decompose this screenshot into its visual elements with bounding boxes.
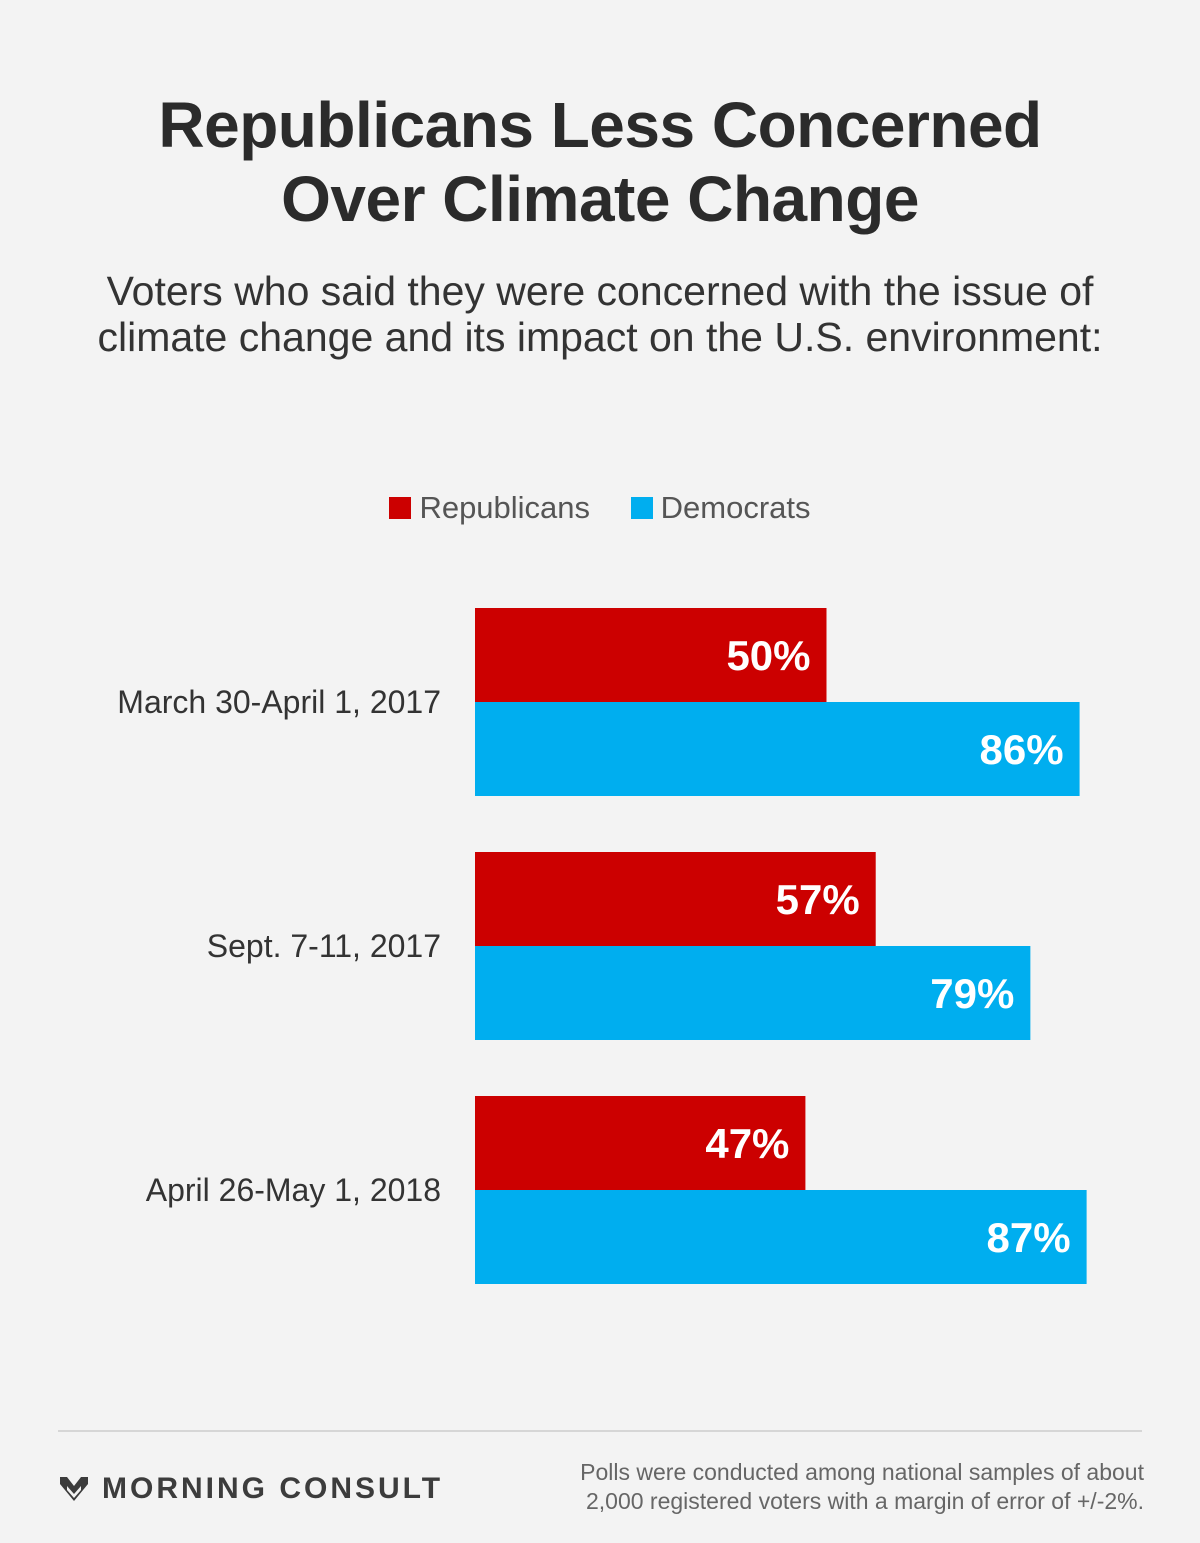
legend-label-republicans: Republicans	[419, 490, 591, 525]
bar-republicans	[475, 852, 876, 946]
logo-text: MORNING CONSULT	[102, 1472, 444, 1505]
legend-label-democrats: Democrats	[660, 490, 811, 525]
legend-swatch-democrats	[630, 497, 653, 519]
methodology-note-line-2: 2,000 registered voters with a margin of…	[585, 1488, 1144, 1514]
chart-title-line-1: Republicans Less Concerned	[158, 89, 1042, 161]
chart-title-line-2: Over Climate Change	[281, 163, 919, 235]
data-label-democrats: 86%	[980, 726, 1064, 773]
legend-item-democrats: Democrats	[630, 490, 811, 526]
data-label-democrats: 87%	[987, 1214, 1071, 1261]
chart-subtitle-line-1: Voters who said they were concerned with…	[106, 268, 1094, 314]
category-label: April 26-May 1, 2018	[146, 1172, 441, 1208]
morning-consult-chevron-icon	[60, 1477, 88, 1501]
legend-swatch-republicans	[389, 497, 412, 519]
bar-democrats	[475, 946, 1031, 1040]
legend-item-republicans: Republicans	[389, 490, 590, 526]
data-label-republicans: 47%	[705, 1120, 789, 1167]
data-label-democrats: 79%	[930, 970, 1014, 1017]
data-label-republicans: 50%	[726, 632, 810, 679]
chart-legend: Republicans Democrats	[0, 490, 1200, 527]
bar-democrats	[475, 1190, 1087, 1284]
chart-title: Republicans Less Concerned Over Climate …	[0, 88, 1200, 236]
chart-subtitle-line-2: climate change and its impact on the U.S…	[97, 314, 1103, 360]
data-label-republicans: 57%	[776, 876, 860, 923]
footer-divider	[58, 1430, 1142, 1432]
chart-subtitle: Voters who said they were concerned with…	[0, 268, 1200, 360]
bar-republicans	[475, 1096, 806, 1190]
bar-democrats	[475, 702, 1080, 796]
category-label: March 30-April 1, 2017	[117, 684, 441, 720]
methodology-note-line-1: Polls were conducted among national samp…	[580, 1459, 1144, 1485]
category-label: Sept. 7-11, 2017	[207, 928, 441, 964]
bar-republicans	[475, 608, 827, 702]
morning-consult-logo: MORNING CONSULT	[60, 1472, 443, 1506]
methodology-note: Polls were conducted among national samp…	[504, 1458, 1144, 1516]
